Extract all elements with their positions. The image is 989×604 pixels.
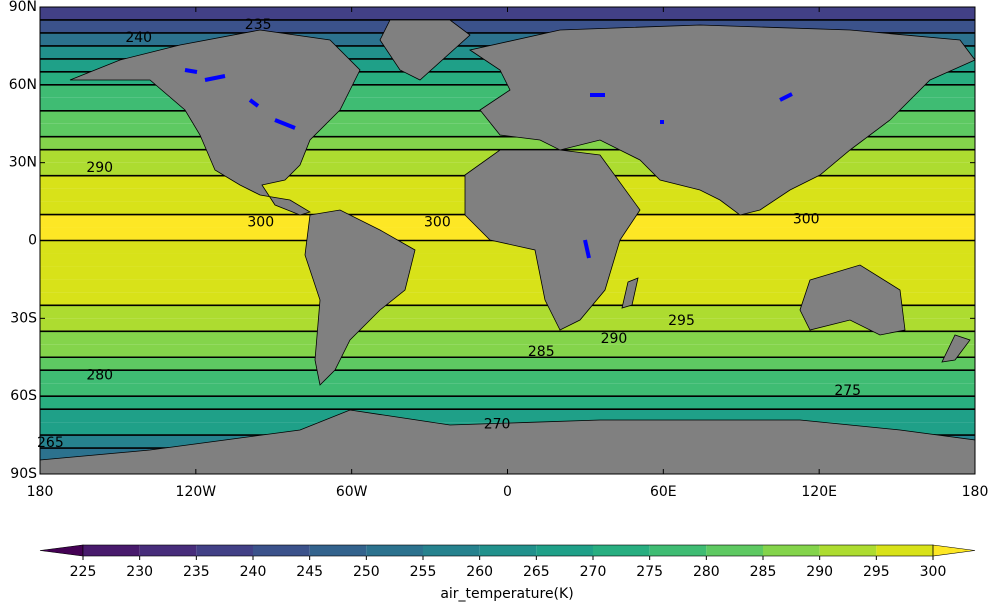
greenland	[379, 19, 471, 81]
colorbar-bin	[706, 545, 763, 556]
colorbar-bin	[366, 545, 423, 556]
new-zealand	[941, 334, 971, 363]
zonal-band	[40, 292, 975, 306]
zonal-band	[40, 7, 975, 20]
contour-label: 300	[247, 214, 274, 230]
colorbar-bin	[253, 545, 310, 556]
contour-label: 295	[668, 313, 695, 329]
zonal-band	[40, 305, 975, 319]
colorbar-tick-label: 275	[636, 564, 663, 580]
zonal-band	[40, 357, 975, 371]
australia	[799, 264, 906, 336]
eurasia	[468, 24, 976, 216]
y-tick-label: 0	[28, 233, 37, 249]
colorbar-bin	[139, 545, 197, 556]
zonal-band	[40, 383, 975, 397]
zonal-band	[40, 318, 975, 332]
colorbar-tick-label: 300	[920, 564, 947, 580]
zonal-band	[40, 331, 975, 345]
contour-labels: 240 235 290 300 300 300 280 285 290 295 275 270 265	[37, 17, 861, 451]
colorbar-tick-label: 225	[70, 564, 97, 580]
colorbar-extend-high	[932, 544, 976, 557]
contour-label: 270	[484, 417, 511, 433]
x-tick-label: 120E	[801, 484, 837, 500]
contour-label: 240	[125, 30, 152, 46]
colorbar-tick-label: 250	[353, 564, 380, 580]
zonal-band	[40, 240, 975, 254]
zonal-band	[40, 370, 975, 384]
zonal-band	[40, 409, 975, 423]
y-tick-label: 30S	[10, 310, 37, 326]
contour-label: 290	[601, 331, 628, 347]
africa	[464, 149, 641, 331]
zonal-band	[40, 266, 975, 280]
colorbar-bin	[309, 545, 367, 556]
y-tick-label: 60N	[9, 77, 37, 93]
lakes	[184, 68, 793, 259]
contour-label: 235	[245, 17, 272, 33]
land	[39, 19, 976, 475]
colorbar-tick-label: 240	[240, 564, 267, 580]
colorbar-tick-label: 255	[410, 564, 437, 580]
x-tick-label: 60E	[650, 484, 677, 500]
colorbar-tick-label: 230	[126, 564, 153, 580]
contour-label: 285	[528, 344, 555, 360]
colorbar-tick-label: 285	[750, 564, 777, 580]
colorbar-bin	[196, 545, 253, 556]
y-tick-label: 90S	[10, 466, 37, 482]
y-tick-label: 60S	[10, 388, 37, 404]
zonal-band	[40, 396, 975, 410]
y-tick-label: 30N	[9, 155, 37, 171]
colorbar: 225 230 235 240 245 250 255 260 265 270 275 280 285 2…	[39, 544, 976, 580]
y-tick-label: 90N	[9, 0, 37, 15]
colorbar-bin	[536, 545, 593, 556]
colorbar-tick-label: 245	[296, 564, 323, 580]
colorbar-bin	[763, 545, 820, 556]
colorbar-tick-label: 235	[183, 564, 210, 580]
zonal-band	[40, 253, 975, 267]
colorbar-tick-label: 280	[693, 564, 720, 580]
x-tick-label: 0	[503, 484, 512, 500]
colorbar-bin	[479, 545, 537, 556]
colorbar-tick-label: 270	[580, 564, 607, 580]
x-tick-label: 120W	[176, 484, 217, 500]
colorbar-bin	[819, 545, 877, 556]
contour-label: 280	[86, 367, 113, 383]
contour-label: 275	[834, 383, 861, 399]
colorbar-bin	[593, 545, 650, 556]
x-tick-label: 60W	[336, 484, 368, 500]
colorbar-tick-label: 260	[466, 564, 493, 580]
colorbar-bin	[876, 545, 933, 556]
zonal-band	[40, 344, 975, 358]
zonal-band	[40, 279, 975, 293]
colorbar-bin	[649, 545, 707, 556]
colorbar-tick-label: 265	[523, 564, 550, 580]
colorbar-bin	[83, 545, 140, 556]
colorbar-tick-label: 295	[863, 564, 890, 580]
contour-label: 300	[793, 212, 820, 228]
x-tick-label: 180	[962, 484, 989, 500]
colorbar-extend-low	[39, 544, 84, 557]
contour-label: 300	[424, 214, 451, 230]
south-america	[304, 209, 416, 386]
contour-label: 290	[86, 160, 113, 176]
colorbar-frame	[82, 544, 934, 557]
contour-label: 265	[37, 435, 64, 451]
madagascar	[621, 277, 639, 309]
x-tick-label: 180	[27, 484, 54, 500]
colorbar-tick-label: 290	[806, 564, 833, 580]
colorbar-label: air_temperature(K)	[440, 586, 573, 602]
colorbar-bin	[423, 545, 480, 556]
axes: 180 120W 60W 0 60E 120E 180 90S 60S 30S 0 30N 60N 90N	[9, 0, 989, 500]
north-america	[69, 29, 361, 216]
